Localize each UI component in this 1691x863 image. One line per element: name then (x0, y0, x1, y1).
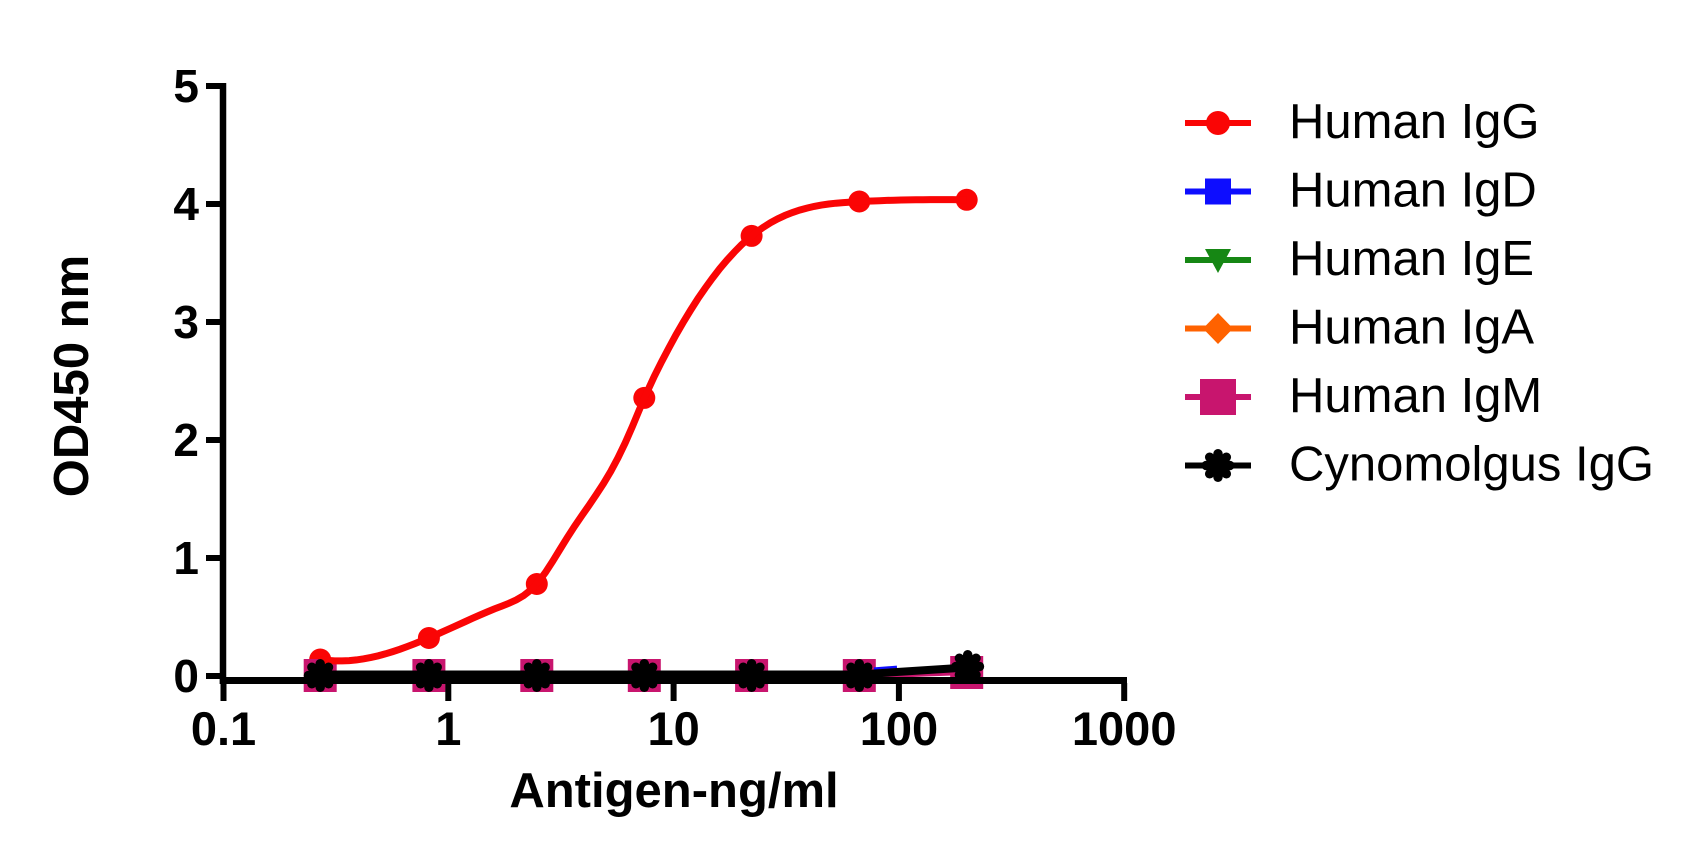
svg-text:4: 4 (173, 178, 199, 230)
svg-text:0.1: 0.1 (191, 702, 256, 755)
svg-text:3: 3 (173, 296, 199, 348)
svg-text:5: 5 (173, 60, 199, 112)
svg-text:Cynomolgus IgG: Cynomolgus IgG (1289, 438, 1654, 492)
svg-text:1000: 1000 (1072, 702, 1177, 755)
svg-text:10: 10 (647, 702, 699, 755)
svg-text:Antigen-ng/ml: Antigen-ng/ml (509, 764, 838, 818)
svg-text:1: 1 (435, 702, 461, 755)
svg-text:2: 2 (173, 414, 199, 466)
svg-text:Human IgA: Human IgA (1289, 301, 1534, 355)
svg-text:Human IgG: Human IgG (1289, 95, 1540, 149)
svg-text:OD450 nm: OD450 nm (45, 255, 99, 497)
svg-text:Human IgE: Human IgE (1289, 232, 1534, 286)
svg-text:Human IgM: Human IgM (1289, 369, 1542, 423)
svg-text:1: 1 (173, 532, 199, 584)
svg-text:0: 0 (173, 650, 199, 702)
svg-text:Human IgD: Human IgD (1289, 164, 1537, 218)
svg-text:100: 100 (860, 702, 938, 755)
